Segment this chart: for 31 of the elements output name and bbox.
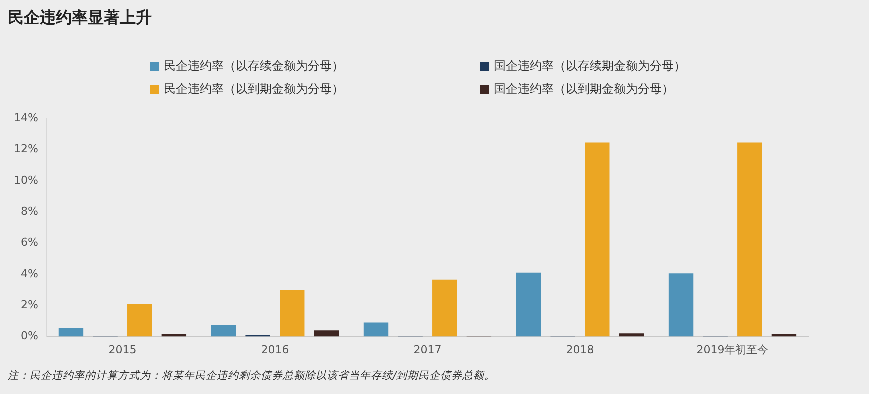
legend-label: 国企违约率（以存续期金额为分母）	[494, 58, 686, 75]
x-tick-label: 2016	[261, 343, 290, 356]
bar	[314, 330, 340, 337]
text: 注：民企违约率的计算方式为：将某年民企违约剩余债券总额除以该省当年存续/到期民企债券总额。	[8, 369, 496, 383]
y-tick-label: 6%	[20, 236, 38, 250]
bar	[128, 304, 152, 337]
bar	[364, 322, 389, 337]
x-tick-label: 2018	[566, 343, 594, 356]
legend-label: 民企违约率（以存续金额为分母）	[164, 58, 344, 75]
bar	[58, 328, 84, 337]
legend-label: 国企违约率（以到期金额为分母）	[494, 81, 674, 98]
y-tick-label: 2%	[20, 298, 38, 312]
x-tick-label: 2015	[108, 343, 137, 356]
y-tick-label: 0%	[20, 330, 38, 343]
bar	[211, 325, 236, 337]
y-tick-label: 14%	[14, 111, 38, 124]
x-tick-label: 2017	[414, 343, 442, 356]
bar	[668, 274, 694, 337]
y-tick-label: 4%	[20, 267, 38, 280]
bar	[432, 280, 458, 337]
bar	[619, 334, 644, 337]
bar	[516, 272, 542, 337]
bar	[585, 142, 610, 337]
legend-label: 民企违约率（以到期金额为分母）	[164, 81, 344, 98]
y-tick-label: 10%	[14, 174, 38, 187]
chart-title: 民企违约率显著上升	[8, 8, 152, 29]
y-tick-label: 8%	[20, 204, 38, 218]
x-tick-label: 2019年初至今	[696, 343, 769, 356]
y-tick-label: 12%	[14, 142, 38, 156]
bar	[738, 142, 762, 337]
bar	[280, 290, 305, 337]
